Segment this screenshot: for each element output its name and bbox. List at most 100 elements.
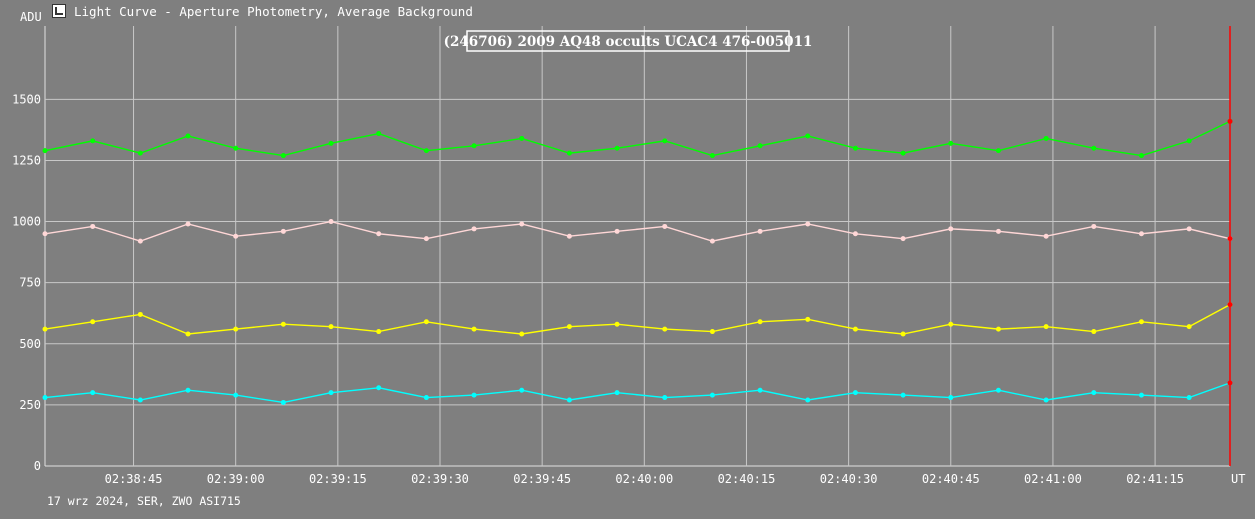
x-tick-label: 02:40:30 bbox=[820, 472, 878, 486]
data-point bbox=[1138, 231, 1144, 237]
cursor-marker bbox=[1227, 380, 1233, 386]
series-line bbox=[44, 304, 1231, 335]
data-point bbox=[805, 397, 811, 403]
data-point bbox=[90, 223, 96, 229]
data-point bbox=[519, 387, 525, 393]
data-point bbox=[900, 150, 906, 156]
series-2 bbox=[42, 219, 1233, 244]
y-tick-label: 250 bbox=[19, 398, 41, 412]
data-point bbox=[614, 145, 620, 151]
window-title-bar: Light Curve - Aperture Photometry, Avera… bbox=[0, 0, 1255, 24]
data-point bbox=[566, 150, 572, 156]
data-point bbox=[1043, 324, 1049, 330]
data-point bbox=[137, 397, 143, 403]
y-tick-label: 1500 bbox=[12, 92, 41, 106]
x-tick-label: 02:39:00 bbox=[207, 472, 265, 486]
data-point bbox=[1186, 324, 1192, 330]
y-tick-label: 1000 bbox=[12, 215, 41, 229]
data-point bbox=[900, 236, 906, 242]
data-point bbox=[42, 395, 48, 401]
cursor-marker bbox=[1227, 302, 1233, 308]
time-cursor[interactable] bbox=[1227, 26, 1233, 466]
data-point bbox=[662, 326, 668, 332]
data-point bbox=[519, 331, 525, 337]
x-tick-label: 02:40:15 bbox=[718, 472, 776, 486]
data-point bbox=[423, 395, 429, 401]
data-point bbox=[1091, 329, 1097, 335]
x-tick-label: 02:41:00 bbox=[1024, 472, 1082, 486]
data-point bbox=[423, 148, 429, 154]
data-point bbox=[328, 324, 334, 330]
data-point bbox=[185, 387, 191, 393]
data-point bbox=[852, 326, 858, 332]
x-tick-label: 02:41:15 bbox=[1126, 472, 1184, 486]
data-point bbox=[566, 233, 572, 239]
data-point bbox=[1043, 135, 1049, 141]
capture-info: 17 wrz 2024, SER, ZWO ASI715 bbox=[47, 494, 241, 508]
data-point bbox=[423, 236, 429, 242]
data-point bbox=[280, 321, 286, 327]
data-point bbox=[1138, 392, 1144, 398]
x-tick-label: 02:40:00 bbox=[615, 472, 673, 486]
x-tick-label: 02:39:30 bbox=[411, 472, 469, 486]
data-point bbox=[233, 392, 239, 398]
data-point bbox=[1043, 397, 1049, 403]
series-group bbox=[42, 118, 1233, 405]
data-point bbox=[185, 331, 191, 337]
data-point bbox=[662, 223, 668, 229]
data-point bbox=[42, 231, 48, 237]
data-point bbox=[137, 311, 143, 317]
x-tick-label: 02:39:15 bbox=[309, 472, 367, 486]
data-point bbox=[995, 326, 1001, 332]
data-point bbox=[995, 148, 1001, 154]
data-point bbox=[1091, 145, 1097, 151]
data-point bbox=[805, 133, 811, 139]
data-point bbox=[662, 138, 668, 144]
x-tick-label: 02:40:45 bbox=[922, 472, 980, 486]
data-point bbox=[662, 395, 668, 401]
data-point bbox=[757, 143, 763, 149]
data-point bbox=[280, 399, 286, 405]
data-point bbox=[42, 148, 48, 154]
data-point bbox=[1138, 319, 1144, 325]
data-point bbox=[852, 231, 858, 237]
data-point bbox=[948, 140, 954, 146]
data-point bbox=[995, 228, 1001, 234]
app-chart-icon[interactable] bbox=[52, 4, 66, 18]
y-tick-label: 0 bbox=[34, 459, 41, 473]
x-tick-label: 02:38:45 bbox=[105, 472, 163, 486]
data-point bbox=[376, 385, 382, 391]
data-point bbox=[376, 329, 382, 335]
data-point bbox=[90, 390, 96, 396]
data-point bbox=[519, 135, 525, 141]
series-line bbox=[44, 382, 1231, 404]
data-point bbox=[280, 153, 286, 159]
grid bbox=[44, 26, 1230, 467]
data-point bbox=[948, 395, 954, 401]
data-point bbox=[233, 233, 239, 239]
x-axis-ticks: 02:38:45 02:39:00 02:39:15 02:39:30 02:39:45… bbox=[105, 472, 1184, 486]
cursor-marker bbox=[1227, 236, 1233, 242]
data-point bbox=[995, 387, 1001, 393]
data-point bbox=[900, 392, 906, 398]
data-point bbox=[709, 238, 715, 244]
series-3 bbox=[42, 302, 1233, 337]
data-point bbox=[185, 221, 191, 227]
data-point bbox=[233, 145, 239, 151]
data-point bbox=[471, 143, 477, 149]
data-point bbox=[185, 133, 191, 139]
cursor-marker bbox=[1227, 118, 1233, 124]
data-point bbox=[328, 140, 334, 146]
data-point bbox=[471, 326, 477, 332]
data-point bbox=[614, 228, 620, 234]
data-point bbox=[1186, 395, 1192, 401]
series-line bbox=[44, 220, 1231, 242]
chart-title-box: (246706) 2009 AQ48 occults UCAC4 476-005… bbox=[444, 30, 812, 52]
data-point bbox=[757, 228, 763, 234]
data-point bbox=[328, 219, 334, 225]
y-axis-ticks: 0 250 500 750 1000 1250 1500 bbox=[12, 92, 41, 473]
data-point bbox=[233, 326, 239, 332]
data-point bbox=[1138, 153, 1144, 159]
data-point bbox=[805, 221, 811, 227]
